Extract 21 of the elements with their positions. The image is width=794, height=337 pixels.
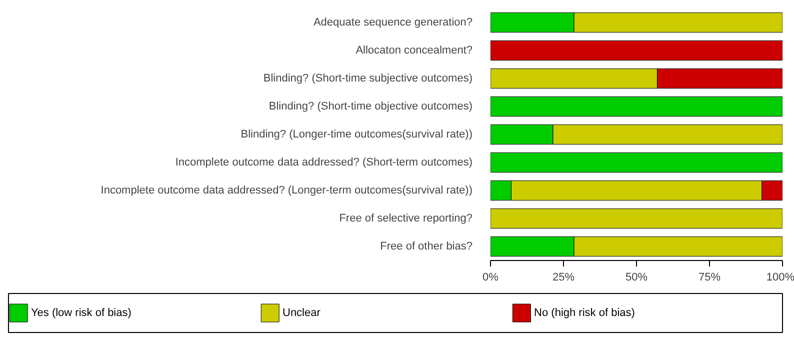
x-tick-label: 100% [766,272,794,284]
y-tick-label: Blinding? (Short-time subjective outcomes) [263,72,472,84]
bar [490,208,782,229]
y-tick-label: Free of other bias? [380,240,473,252]
x-tick-label: 50% [625,272,648,284]
x-tick-label: 75% [698,272,721,284]
y-tick-label: Allocaton concealment? [356,44,472,56]
y-tick-label: Incomplete outcome data addressed? (Short-term outcomes) [175,156,473,168]
y-tick-label: Free of selective reporting? [339,212,473,224]
x-tick-label: 25% [552,272,575,284]
legend-label: Yes (low risk of bias) [30,307,132,319]
y-tick-label: Adequate sequence generation? [313,16,473,28]
bar [490,40,782,61]
legend-label: Unclear [282,307,321,319]
y-tick-label: Blinding? (Longer-time outcomes(survival rate)) [240,128,473,140]
y-tick-label: Incomplete outcome data addressed? (Longer-term outcomes(survival rate)) [100,184,473,196]
legend-label: No (high risk of bias) [534,307,635,319]
x-tick-label: 0% [482,272,499,284]
bar [490,152,782,173]
bar [490,96,782,117]
y-tick-label: Blinding? (Short-time objective outcomes) [268,100,472,112]
